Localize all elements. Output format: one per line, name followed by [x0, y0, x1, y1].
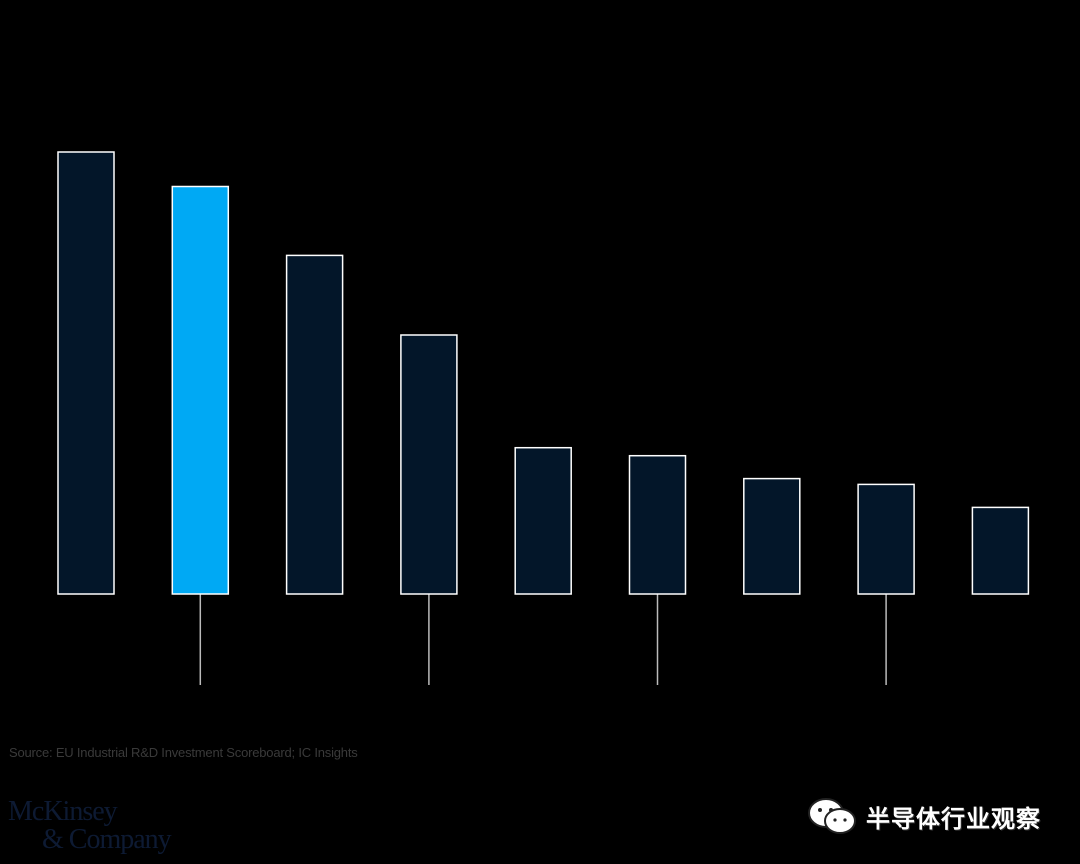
tick-marks — [199, 594, 887, 685]
bar-2 — [171, 185, 230, 595]
bar-4 — [400, 334, 458, 595]
bar-8 — [857, 483, 915, 595]
wechat-icon — [808, 798, 856, 834]
bar-3 — [285, 254, 344, 595]
source-note: Source: EU Industrial R&D Investment Sco… — [9, 745, 358, 760]
bar-1 — [57, 151, 115, 595]
bar-5 — [514, 446, 572, 595]
bar-9 — [971, 506, 1030, 595]
logo-line-2: & Company — [42, 824, 172, 855]
watermark-text: 半导体行业观察 — [866, 804, 1041, 833]
wechat-watermark: 半导体行业观察 — [806, 796, 1041, 836]
bars — [57, 151, 1030, 595]
bar-6 — [628, 454, 687, 595]
logo-line-1: McKinsey — [8, 796, 118, 827]
bar-7 — [743, 477, 801, 595]
mckinsey-logo: McKinsey & Company — [8, 796, 172, 855]
